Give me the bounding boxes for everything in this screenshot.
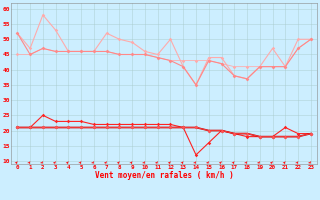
X-axis label: Vent moyen/en rafales ( km/h ): Vent moyen/en rafales ( km/h ): [95, 171, 234, 180]
